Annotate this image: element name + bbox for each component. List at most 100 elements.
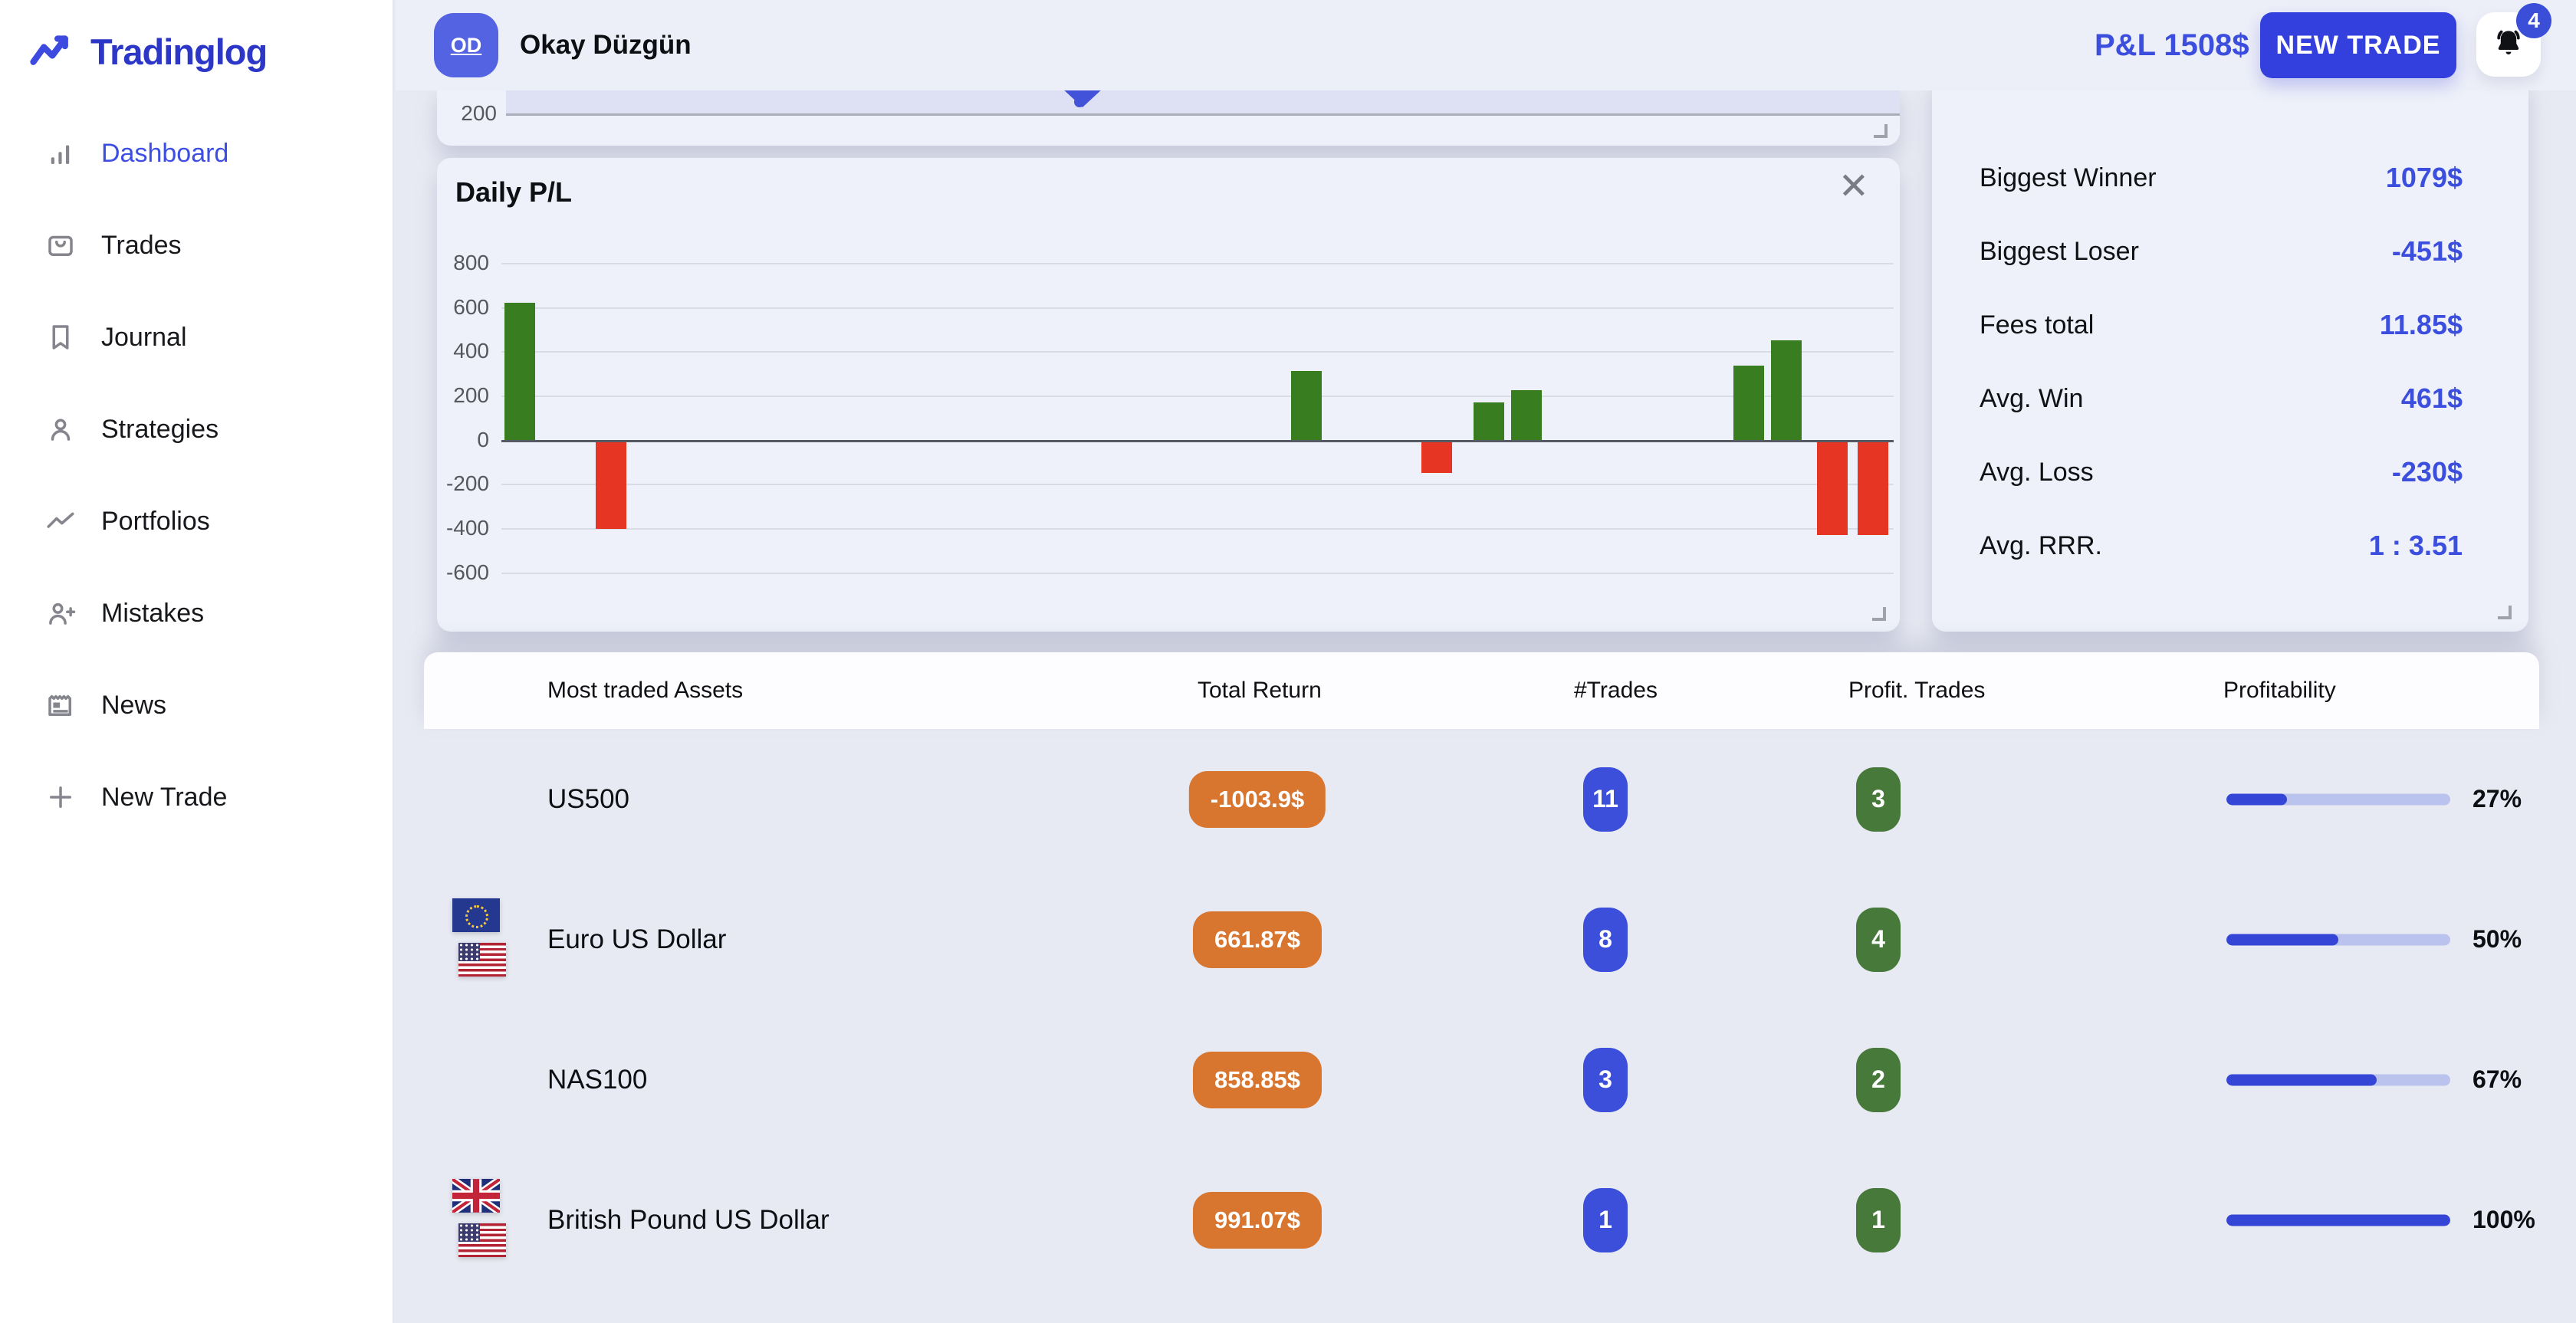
stat-row: Biggest Winner 1079$ xyxy=(1980,141,2463,215)
stat-label: Fees total xyxy=(1980,310,2095,340)
chart-plot-strip xyxy=(506,89,1900,113)
sidebar: Tradinglog Dashboard Trades Journal Stra… xyxy=(0,0,394,1323)
app-logo-text: Tradinglog xyxy=(90,31,268,72)
profitability-bar xyxy=(2226,1074,2450,1085)
column-header-profitability: Profitability xyxy=(2223,678,2336,703)
daily-pl-bar xyxy=(1473,402,1504,440)
y-axis-tick: 800 xyxy=(453,251,489,274)
sidebar-item-label: Dashboard xyxy=(101,138,229,168)
sidebar-item-label: Journal xyxy=(101,322,187,352)
stat-label: Biggest Loser xyxy=(1980,236,2139,266)
resize-handle[interactable] xyxy=(2498,606,2512,619)
table-row-eurusd[interactable]: Euro US Dollar 661.87$ 8 4 50% xyxy=(424,869,2539,1009)
sidebar-item-dashboard[interactable]: Dashboard xyxy=(0,107,393,199)
avatar[interactable]: OD xyxy=(434,13,498,77)
sidebar-item-label: Trades xyxy=(101,230,182,260)
newspaper-icon xyxy=(48,694,71,716)
stat-value: 11.85$ xyxy=(2379,309,2463,340)
pulse-line-icon xyxy=(30,35,68,65)
sidebar-item-label: News xyxy=(101,690,167,720)
total-return-badge: 661.87$ xyxy=(1192,911,1322,968)
column-header-trades: #Trades xyxy=(1574,678,1658,703)
profit-trades-badge: 1 xyxy=(1856,1187,1901,1252)
sidebar-item-portfolios[interactable]: Portfolios xyxy=(0,475,393,567)
user-name: Okay Düzgün xyxy=(520,30,692,60)
table-row-us500[interactable]: US500 -1003.9$ 11 3 27% xyxy=(424,729,2539,869)
trades-count-badge: 1 xyxy=(1583,1187,1628,1252)
asset-flags xyxy=(452,1179,512,1263)
stat-label: Biggest Winner xyxy=(1980,163,2157,192)
profitability-percent: 67% xyxy=(2472,1065,2522,1093)
sidebar-item-label: Mistakes xyxy=(101,598,205,628)
asset-name: NAS100 xyxy=(547,1064,648,1095)
stat-row: Avg. Win 461$ xyxy=(1980,362,2463,435)
eu-flag-icon xyxy=(452,898,500,932)
y-axis-tick: -400 xyxy=(445,516,489,540)
stat-row: Avg. Loss -230$ xyxy=(1980,435,2463,509)
total-return-badge: 991.07$ xyxy=(1192,1191,1322,1249)
daily-pl-bar xyxy=(1857,442,1888,536)
map-pin-marker-icon xyxy=(1061,87,1104,115)
daily-pl-bar xyxy=(504,302,535,440)
uk-flag-icon xyxy=(452,1179,500,1213)
total-return-badge: 858.85$ xyxy=(1192,1051,1322,1108)
daily-pl-chart: 800 600 400 200 0 -200 -400 -600 xyxy=(446,238,1894,606)
stat-row: Biggest Loser -451$ xyxy=(1980,215,2463,288)
daily-pl-bar xyxy=(1510,389,1542,440)
sidebar-item-journal[interactable]: Journal xyxy=(0,291,393,383)
column-header-profit-trades: Profit. Trades xyxy=(1848,678,1986,703)
sidebar-item-new-trade[interactable]: New Trade xyxy=(0,751,393,843)
daily-pl-bar xyxy=(1733,366,1765,440)
table-row-nas100[interactable]: NAS100 858.85$ 3 2 67% xyxy=(424,1009,2539,1150)
column-header-total-return: Total Return xyxy=(1198,678,1322,703)
stat-value: 461$ xyxy=(2400,382,2463,414)
stat-value: 1 : 3.51 xyxy=(2368,530,2463,561)
us-flag-icon xyxy=(458,943,506,977)
daily-pl-bar xyxy=(596,442,627,529)
new-trade-button[interactable]: NEW TRADE xyxy=(2260,12,2456,78)
close-icon[interactable]: ✕ xyxy=(1838,166,1869,207)
daily-pl-bar xyxy=(1771,340,1802,440)
profit-trades-badge: 3 xyxy=(1856,767,1901,832)
daily-pl-bar xyxy=(1817,442,1848,536)
pnl-total: P&L 1508$ xyxy=(2095,28,2249,62)
profitability-bar xyxy=(2226,1214,2450,1226)
daily-pl-bar xyxy=(1421,442,1453,474)
profitability-bar xyxy=(2226,793,2450,805)
profitability-bar xyxy=(2226,934,2450,945)
y-axis-tick: 400 xyxy=(453,339,489,363)
stat-value: -230$ xyxy=(2391,456,2463,488)
app-logo[interactable]: Tradinglog xyxy=(29,26,268,77)
plus-icon xyxy=(50,786,71,808)
asset-name: US500 xyxy=(547,783,630,814)
table-row-gbpusd[interactable]: British Pound US Dollar 991.07$ 1 1 100% xyxy=(424,1150,2539,1290)
bookmark-icon xyxy=(52,325,69,350)
assets-table-header: Most traded Assets Total Return #Trades … xyxy=(424,652,2539,729)
notification-badge: 4 xyxy=(2516,3,2551,38)
profit-trades-badge: 2 xyxy=(1856,1047,1901,1112)
resize-handle[interactable] xyxy=(1874,124,1888,138)
bar-chart-icon xyxy=(51,145,70,164)
bell-icon xyxy=(2497,30,2520,54)
stat-value: 1079$ xyxy=(2385,162,2463,193)
sidebar-nav: Dashboard Trades Journal Strategies Port… xyxy=(0,107,393,843)
cumulative-chart-card: 200 xyxy=(437,86,1900,146)
person-icon xyxy=(51,419,71,441)
asset-flags xyxy=(452,898,512,983)
trades-count-badge: 11 xyxy=(1583,767,1628,832)
stat-label: Avg. Win xyxy=(1980,383,2084,413)
resize-handle[interactable] xyxy=(1872,607,1886,621)
y-axis-tick: 600 xyxy=(453,295,489,319)
y-axis-tick: 200 xyxy=(453,383,489,407)
sidebar-item-news[interactable]: News xyxy=(0,659,393,751)
trending-up-icon xyxy=(47,512,74,528)
sidebar-item-trades[interactable]: Trades xyxy=(0,199,393,291)
sidebar-item-mistakes[interactable]: Mistakes xyxy=(0,567,393,659)
column-header-assets: Most traded Assets xyxy=(547,678,744,703)
notifications-button[interactable]: 4 xyxy=(2476,3,2551,77)
sidebar-item-strategies[interactable]: Strategies xyxy=(0,383,393,475)
person-plus-icon xyxy=(49,602,76,625)
stat-label: Avg. RRR. xyxy=(1980,530,2102,560)
stat-label: Avg. Loss xyxy=(1980,457,2094,487)
stats-card: Biggest Winner 1079$ Biggest Loser -451$… xyxy=(1932,74,2528,632)
